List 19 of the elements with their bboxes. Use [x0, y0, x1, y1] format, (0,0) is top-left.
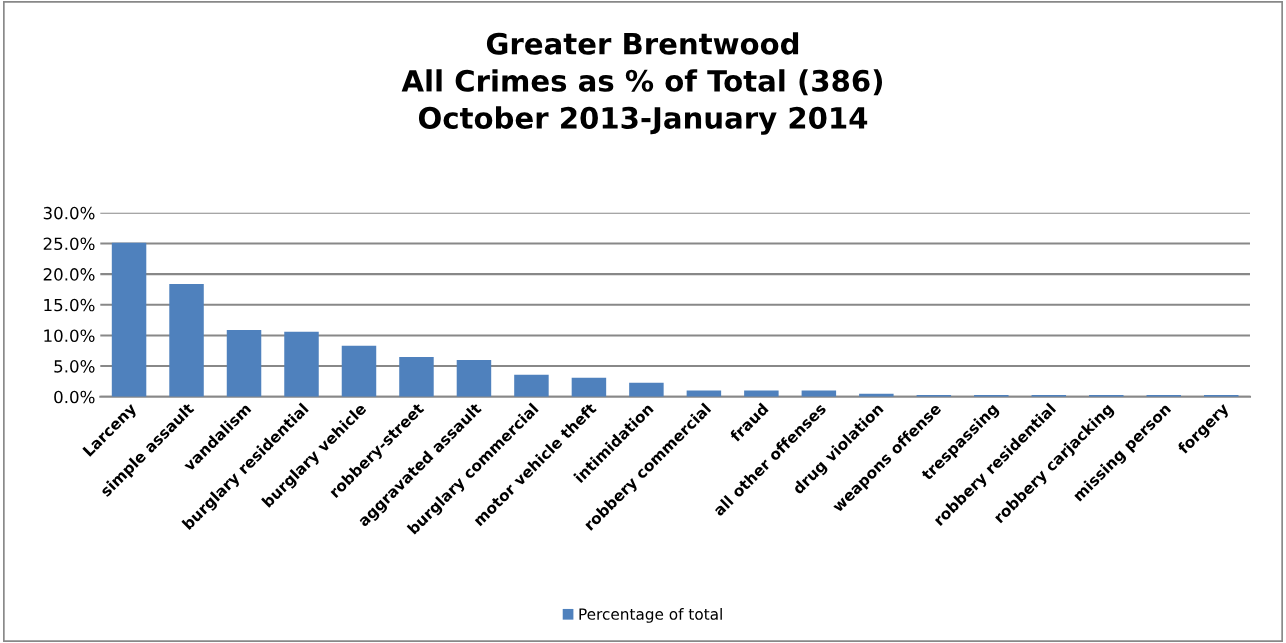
y-tick-label: 5.0%	[54, 360, 95, 373]
y-tick-label: 25.0%	[43, 237, 95, 251]
bar	[341, 345, 377, 397]
bar	[456, 359, 492, 397]
bar	[571, 377, 607, 397]
y-tick-label: 10.0%	[44, 329, 95, 342]
y-tick-label: 20.0%	[43, 268, 95, 281]
bar	[169, 283, 204, 397]
bar	[284, 331, 319, 397]
y-tick-label: 30.0%	[43, 206, 95, 220]
y-tick-label: 15.0%	[44, 298, 95, 312]
bar	[629, 382, 664, 397]
bar	[111, 242, 147, 397]
bar	[514, 374, 549, 397]
bar	[399, 356, 434, 397]
legend-label: Percentage of total	[579, 608, 722, 623]
bar	[226, 329, 262, 397]
y-tick-label: 0.0%	[54, 390, 95, 404]
chart-title: Greater Brentwood All Crimes as % of Total (386) October 2013-January 2014	[401, 32, 883, 135]
